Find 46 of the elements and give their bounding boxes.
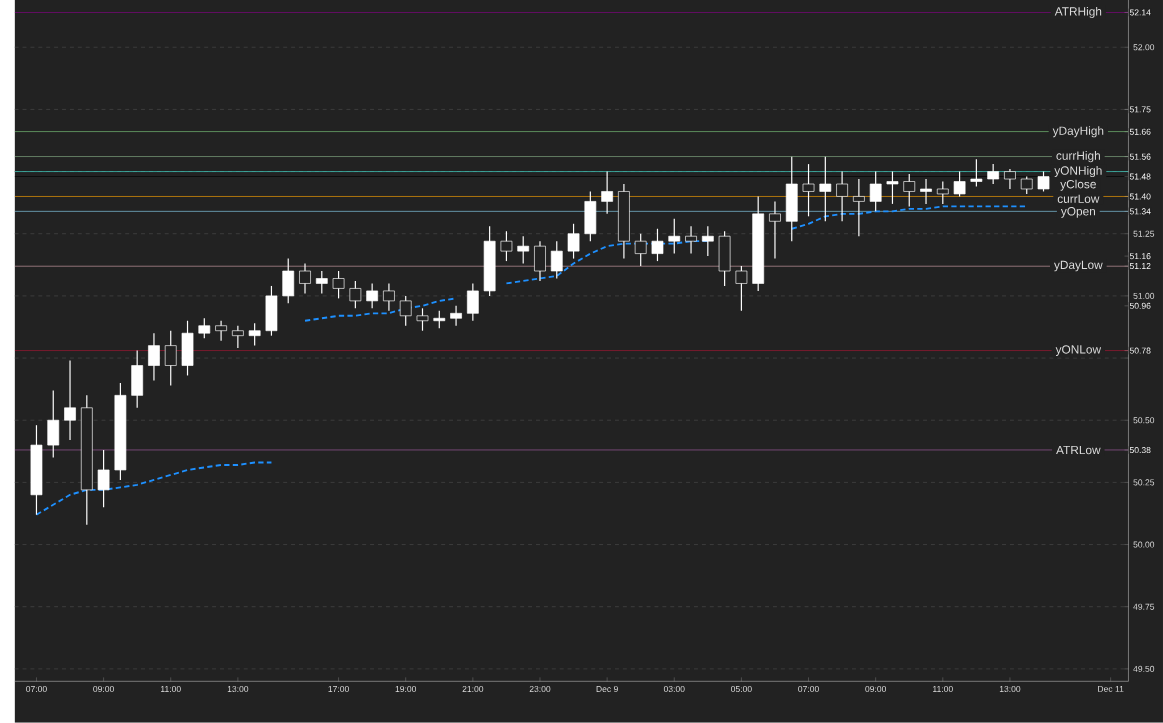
y-tick-label: 51.25 (1133, 230, 1155, 237)
ref-line-label: yClose (1060, 179, 1096, 191)
ref-line-label: currHigh (1056, 151, 1100, 163)
y-tick-label: 50.00 (1133, 541, 1155, 548)
y2-tick-label: 50.78 (1129, 347, 1151, 354)
x-tick-label: 21:00 (462, 686, 484, 693)
ref-line-label: currLow (1057, 194, 1100, 204)
x-tick-label: 23:00 (529, 686, 551, 693)
y2-tick-label: 52.14 (1129, 9, 1151, 16)
x-tick-label: Dec 11 (1098, 686, 1124, 693)
ref-line-label: yONLow (1055, 345, 1102, 357)
y2-tick-label: 51.75 (1129, 106, 1151, 113)
x-tick-label: 03:00 (663, 686, 685, 693)
ref-line-label: yONHigh (1054, 166, 1102, 178)
x-tick-label: 17:00 (328, 686, 349, 693)
x-tick-label: 05:00 (731, 686, 752, 693)
ref-line-label: yDayHigh (1052, 126, 1104, 138)
y2-tick-label: 51.56 (1129, 153, 1151, 160)
y2-tick-label: 51.12 (1129, 263, 1151, 270)
y-tick-label: 49.50 (1133, 665, 1155, 673)
x-tick-label: Dec 9 (596, 686, 618, 693)
x-tick-label: 19:00 (395, 686, 417, 693)
ref-line-label: ATRLow (1056, 446, 1101, 455)
y-tick-label: 52.00 (1133, 44, 1155, 51)
x-tick-label: 09:00 (865, 686, 887, 693)
ref-line-label: ATRHigh (1054, 7, 1102, 19)
y-tick-label: 50.25 (1133, 479, 1155, 486)
y2-tick-label: 50.96 (1129, 302, 1151, 309)
x-tick-label: 13:00 (227, 686, 249, 693)
x-tick-label: 07:00 (26, 686, 47, 693)
x-tick-label: 11:00 (933, 686, 953, 693)
y2-tick-label: 51.48 (1129, 173, 1151, 180)
x-tick-label: 11:00 (161, 686, 181, 693)
y-tick-label: 51.00 (1133, 292, 1155, 300)
y-tick-label: 49.75 (1133, 603, 1155, 610)
x-tick-label: 13:00 (999, 686, 1021, 693)
x-tick-label: 07:00 (798, 686, 819, 693)
y2-tick-label: 51.34 (1129, 208, 1151, 215)
y2-tick-label: 51.16 (1129, 253, 1151, 260)
y2-tick-label: 51.40 (1129, 193, 1151, 200)
y2-tick-label: 51.66 (1129, 128, 1151, 135)
ref-line-label: yOpen (1060, 207, 1096, 218)
ref-line-label: yDayLow (1053, 260, 1103, 272)
x-tick-label: 09:00 (93, 686, 114, 693)
y-tick-label: 50.50 (1133, 417, 1155, 424)
y2-tick-label: 50.38 (1129, 447, 1151, 454)
